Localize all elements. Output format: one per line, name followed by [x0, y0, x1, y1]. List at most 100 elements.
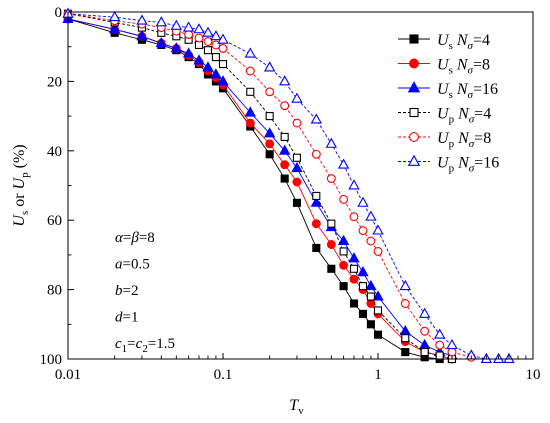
- data-point-up16: [325, 137, 338, 148]
- data-point-up16: [217, 33, 229, 44]
- data-point-up4: [246, 87, 255, 96]
- legend-entry: Up Nσ=16: [398, 155, 499, 175]
- data-point-up4: [194, 40, 204, 50]
- x-tick-label: 1: [374, 367, 382, 383]
- data-point-up4: [373, 306, 383, 315]
- data-point-up16: [202, 26, 214, 37]
- data-point-up16: [357, 196, 369, 207]
- legend-entry: Us Nσ=16: [398, 81, 498, 101]
- data-point-us16: [182, 47, 195, 58]
- data-point-up4: [280, 132, 289, 141]
- data-point-up8: [245, 66, 255, 76]
- data-point-up4: [366, 292, 375, 301]
- data-point-us4: [265, 150, 274, 159]
- data-point-up16: [399, 279, 411, 291]
- data-point-up16: [446, 338, 458, 350]
- y-tick-label: 20: [47, 74, 62, 90]
- data-point-up16: [155, 16, 168, 27]
- data-point-up16: [244, 47, 256, 58]
- data-point-up8: [194, 33, 204, 43]
- data-point-up8: [326, 174, 336, 184]
- data-point-up16: [263, 61, 276, 72]
- y-tick-label: 60: [47, 213, 62, 229]
- data-point-up8: [435, 340, 445, 350]
- data-point-us16: [244, 106, 256, 117]
- data-point-us4: [327, 264, 336, 273]
- y-tick-label: 80: [47, 283, 62, 299]
- series-line-up4: [67, 13, 453, 360]
- series-line-us8: [67, 18, 453, 360]
- data-point-us4: [366, 320, 375, 329]
- data-point-up4: [265, 112, 274, 121]
- data-point-up16: [210, 30, 222, 41]
- data-point-up8: [184, 30, 194, 40]
- data-point-us16: [170, 42, 183, 53]
- series-us16: [62, 12, 458, 360]
- data-point-us16: [263, 127, 276, 138]
- data-point-up16: [433, 328, 446, 339]
- y-axis-title: Us or Up (%): [11, 144, 31, 226]
- legend-entry: Us Nσ=4: [398, 32, 490, 52]
- data-point-up4: [401, 334, 410, 343]
- data-point-us16: [418, 338, 431, 350]
- data-point-us4: [349, 299, 359, 308]
- legend-marker: [409, 107, 419, 118]
- data-point-up16: [372, 224, 384, 235]
- data-point-up16: [291, 92, 303, 103]
- legend-marker: [409, 58, 419, 69]
- data-point-up4: [211, 53, 220, 62]
- data-point-up8: [447, 347, 457, 357]
- data-point-us4: [339, 282, 348, 291]
- x-tick-label: 0.01: [55, 367, 81, 383]
- x-axis-title: Tv: [289, 397, 304, 417]
- series-line-us4: [67, 18, 452, 360]
- data-point-up16: [108, 10, 121, 22]
- data-point-us16: [155, 37, 168, 48]
- data-point-us16: [310, 196, 323, 207]
- data-point-up4: [312, 191, 321, 200]
- data-point-us8: [349, 274, 359, 284]
- data-point-up8: [339, 194, 349, 204]
- legend-label: Up Nσ=16: [437, 155, 499, 175]
- data-point-up8: [218, 43, 228, 53]
- parameter-annotation: α=β=8: [115, 230, 155, 246]
- data-point-us4: [292, 198, 302, 207]
- legend-label: Us Nσ=16: [437, 81, 498, 101]
- data-point-us16: [291, 161, 303, 173]
- data-point-us4: [373, 330, 383, 339]
- data-point-up16: [348, 179, 360, 190]
- data-point-up8: [358, 226, 368, 236]
- parameter-annotation: c1=c2=1.5: [115, 336, 175, 355]
- parameter-annotation: a=0.5: [115, 257, 150, 273]
- data-point-up4: [203, 46, 213, 55]
- data-point-up16: [365, 210, 377, 221]
- data-point-us16: [193, 54, 205, 65]
- data-point-us4: [312, 243, 321, 253]
- data-point-us4: [358, 309, 368, 318]
- legend-entry: Us Nσ=8: [398, 57, 490, 77]
- y-tick-label: 40: [47, 144, 62, 160]
- data-point-us8: [265, 139, 275, 149]
- data-point-up8: [373, 246, 383, 256]
- data-point-us4: [280, 174, 289, 183]
- data-point-up8: [420, 326, 430, 336]
- series-layer: [62, 7, 515, 364]
- data-point-up8: [400, 299, 410, 308]
- data-point-up8: [203, 37, 213, 46]
- data-point-up4: [358, 282, 368, 291]
- data-point-us16: [365, 279, 377, 291]
- data-point-us8: [292, 177, 302, 187]
- data-point-us16: [136, 30, 148, 41]
- legend-marker: [407, 154, 421, 166]
- x-tick-label: 10: [526, 367, 541, 383]
- data-point-us16: [357, 266, 369, 277]
- series-up16: [62, 7, 515, 363]
- data-point-up16: [418, 307, 431, 318]
- data-point-up4: [327, 219, 336, 228]
- data-point-up8: [349, 212, 359, 222]
- data-point-up4: [292, 153, 302, 162]
- x-tick-label: 0.1: [214, 367, 233, 383]
- data-point-us8: [280, 160, 290, 170]
- data-point-us8: [326, 240, 336, 249]
